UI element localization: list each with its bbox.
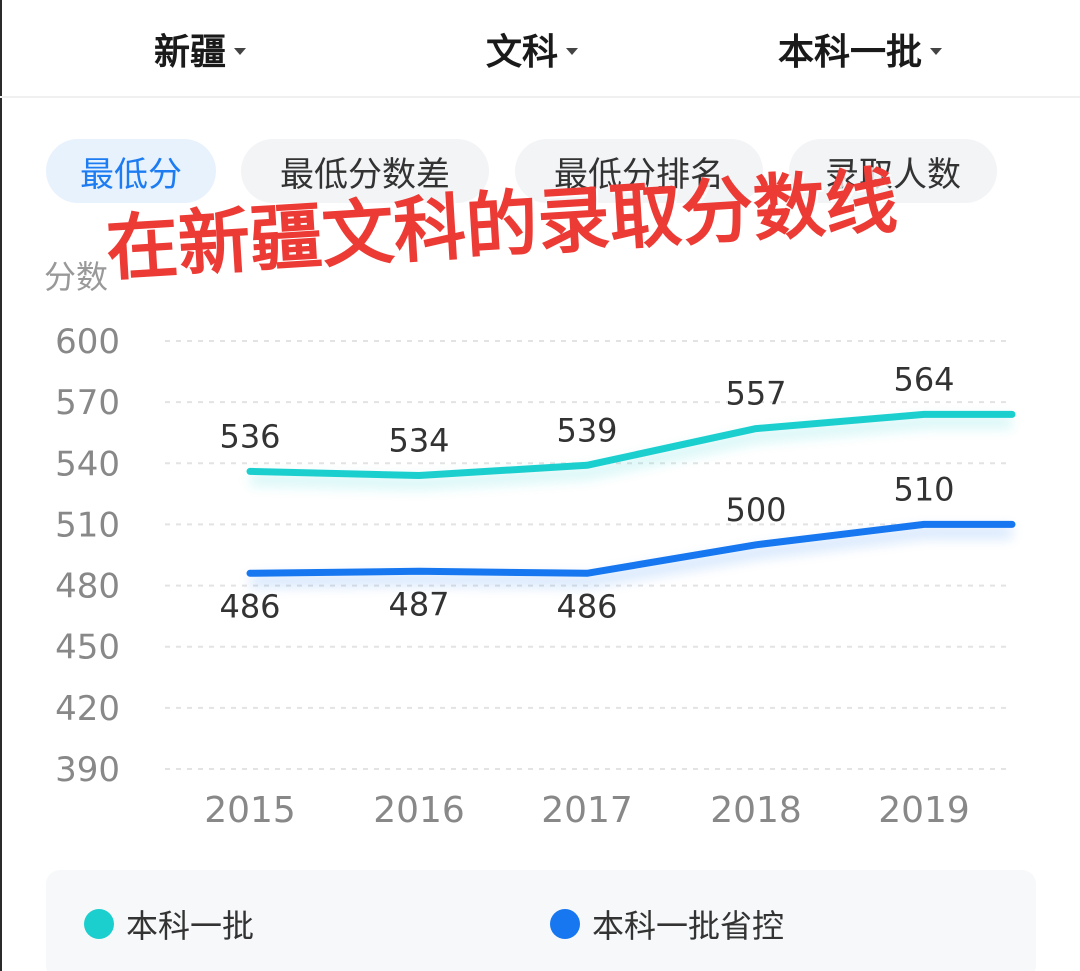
series-line-shadow [249,416,1012,490]
batch-dropdown[interactable]: 本科一批 [778,24,943,74]
batch-label: 本科一批 [778,32,923,73]
y-tick-label: 510 [55,505,120,545]
y-tick-label: 540 [55,444,120,484]
chevron-down-icon [566,47,579,55]
y-tick-label: 570 [55,383,120,423]
x-tick-label: 2017 [541,790,633,831]
y-axis-label: 分数 [44,258,108,296]
series-line-2 [246,520,1016,577]
legend-item-series2[interactable]: 本科一批省控 [550,902,784,946]
chevron-down-icon [234,47,247,55]
legend [46,870,1036,971]
x-tick-label: 2019 [878,790,970,831]
legend-label: 本科一批省控 [592,907,785,945]
legend-item-series1[interactable]: 本科一批 [84,902,254,946]
subject-label: 文科 [486,32,559,73]
series-line-1 [246,410,1016,479]
tab-min-score[interactable]: 最低分 [46,139,216,203]
filter-bar: 新疆 文科 本科一批 [0,0,1080,98]
x-tick-label: 2015 [204,790,296,831]
subject-dropdown[interactable]: 文科 [486,24,579,74]
data-label: 564 [893,360,954,398]
chevron-down-icon [930,47,943,55]
data-label: 534 [388,422,449,460]
data-label: 510 [893,470,954,508]
data-label: 557 [725,375,786,413]
y-tick-label: 420 [55,689,120,729]
legend-label: 本科一批 [126,907,255,945]
data-label: 486 [219,587,280,625]
tab-min-score-rank[interactable]: 最低分排名 [515,139,763,203]
data-label: 539 [556,411,617,449]
y-tick-label: 390 [55,750,120,790]
data-label: 487 [388,585,449,623]
tab-min-score-diff[interactable]: 最低分数差 [241,139,489,203]
province-label: 新疆 [154,32,227,73]
y-tick-label: 480 [55,567,120,607]
data-label: 486 [556,587,617,625]
y-tick-label: 600 [55,322,120,362]
data-label: 500 [725,491,786,529]
window-edge [0,0,2,971]
data-label: 536 [219,417,280,455]
legend-dot-icon [550,909,580,939]
legend-dot-icon [84,909,114,939]
x-tick-label: 2016 [373,790,465,831]
province-dropdown[interactable]: 新疆 [154,24,247,74]
x-tick-label: 2018 [710,790,802,831]
tab-admission-count[interactable]: 录取人数 [789,139,997,203]
series-line-shadow [249,526,1012,588]
y-tick-label: 450 [55,628,120,668]
